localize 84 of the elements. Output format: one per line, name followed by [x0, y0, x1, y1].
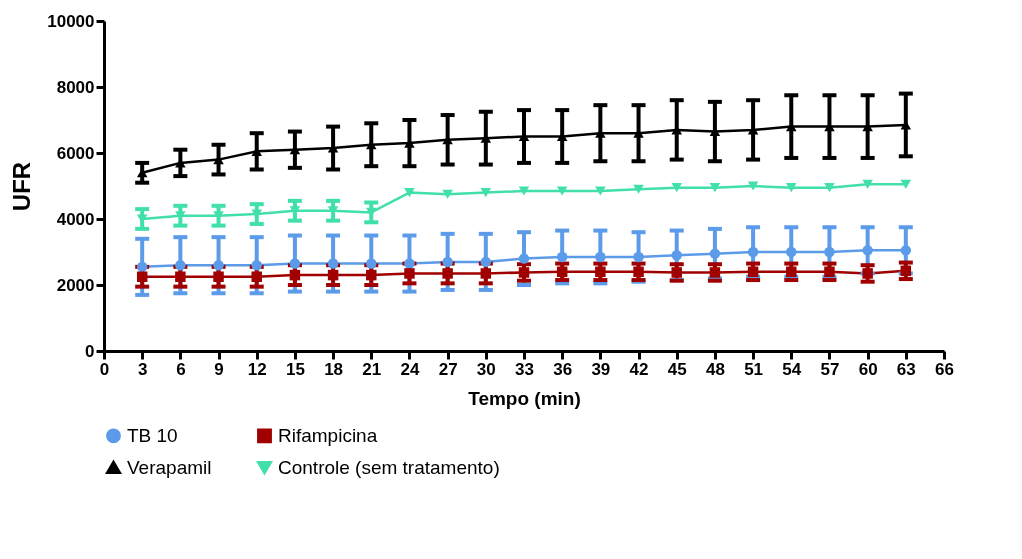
- x-tick-label: 57: [820, 359, 840, 379]
- point: [900, 265, 912, 277]
- point: [289, 258, 301, 269]
- x-tick-label: 63: [896, 359, 916, 379]
- x-tick-label: 0: [99, 359, 110, 379]
- point: [327, 258, 339, 269]
- x-tick-label: 42: [629, 359, 649, 379]
- point: [747, 181, 759, 191]
- x-tick-label: 18: [324, 359, 344, 379]
- point: [709, 267, 721, 278]
- point: [442, 256, 453, 268]
- x-tick-label: 21: [362, 359, 382, 379]
- x-tick-label: 45: [667, 359, 687, 379]
- point: [862, 179, 873, 189]
- point: [175, 259, 186, 271]
- y-axis-title: UFR: [8, 161, 36, 212]
- point: [595, 251, 606, 263]
- point: [404, 188, 415, 198]
- point: [556, 186, 568, 196]
- x-tick-label: 6: [176, 359, 186, 379]
- point: [595, 186, 606, 196]
- point: [900, 179, 912, 189]
- x-tick-label: 30: [476, 359, 496, 379]
- x-axis-title: Tempo (min): [468, 387, 581, 409]
- point: [518, 186, 530, 196]
- y-tick-label: 6000: [56, 143, 95, 163]
- point: [671, 250, 682, 261]
- point: [518, 267, 530, 278]
- point: [633, 251, 644, 263]
- x-tick-label: 51: [744, 359, 764, 379]
- point: [251, 259, 262, 271]
- point: [709, 248, 721, 259]
- x-tick-label: 60: [858, 359, 878, 379]
- x-tick-label: 54: [782, 359, 802, 379]
- point: [633, 184, 644, 194]
- x-tick-label: 48: [705, 359, 725, 379]
- point: [480, 256, 492, 268]
- y-tick-label: 10000: [47, 11, 95, 31]
- point: [136, 271, 148, 282]
- point: [556, 251, 568, 263]
- x-tick-label: 33: [515, 359, 534, 379]
- legend-label: Controle (sem tratamento): [278, 456, 500, 478]
- point: [747, 266, 759, 278]
- point: [366, 258, 377, 269]
- x-tick-label: 39: [591, 359, 611, 379]
- point: [747, 246, 759, 258]
- y-tick-label: 2000: [56, 275, 95, 295]
- x-tick-label: 36: [553, 359, 573, 379]
- x-tick-label: 24: [400, 359, 420, 379]
- point: [251, 271, 262, 282]
- point: [709, 183, 721, 193]
- legend-label: Rifampicina: [278, 424, 378, 446]
- point: [824, 183, 835, 193]
- point: [289, 269, 301, 281]
- point: [786, 183, 797, 193]
- point: [442, 189, 453, 199]
- y-tick-label: 4000: [56, 209, 95, 229]
- x-tick-label: 66: [935, 359, 954, 379]
- y-tick-label: 0: [85, 341, 95, 361]
- point: [442, 268, 453, 279]
- y-tick-label: 8000: [56, 77, 95, 97]
- point: [862, 245, 873, 256]
- x-tick-label: 15: [285, 359, 305, 379]
- point: [136, 261, 148, 273]
- point: [404, 268, 415, 279]
- point: [175, 271, 186, 282]
- x-tick-label: 3: [137, 359, 148, 379]
- point: [480, 268, 492, 279]
- point: [900, 245, 912, 256]
- point: [824, 246, 835, 258]
- legend-label: TB 10: [127, 424, 178, 446]
- point: [518, 253, 530, 264]
- point: [556, 266, 568, 278]
- point: [671, 183, 682, 193]
- x-tick-label: 27: [438, 359, 458, 379]
- point: [786, 246, 797, 258]
- point: [213, 271, 224, 282]
- point: [213, 259, 224, 271]
- point: [327, 269, 339, 281]
- point: [366, 269, 377, 281]
- x-tick-label: 9: [214, 359, 224, 379]
- x-tick-label: 12: [247, 359, 267, 379]
- legend-label: Verapamil: [127, 456, 212, 478]
- point: [480, 188, 492, 198]
